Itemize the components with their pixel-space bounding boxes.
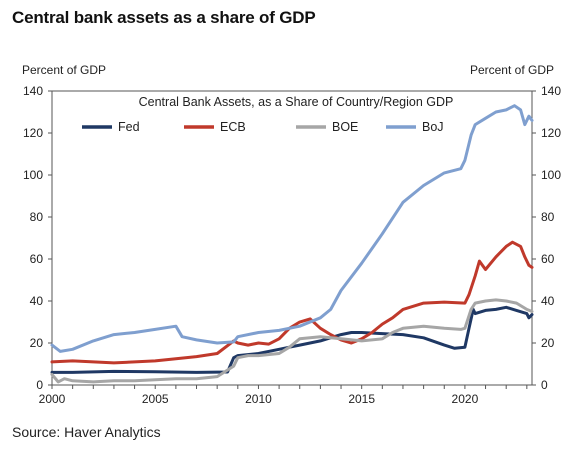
y-tick-label-right: 120 — [541, 126, 561, 140]
y-tick-label-left: 120 — [23, 126, 43, 140]
y-tick-label-left: 0 — [36, 378, 43, 392]
y-tick-label-right: 40 — [541, 294, 555, 308]
y-tick-label-left: 40 — [30, 294, 44, 308]
x-tick-label: 2010 — [245, 392, 272, 406]
legend-label-fed: Fed — [118, 120, 140, 134]
chart-inner-title: Central Bank Assets, as a Share of Count… — [139, 95, 454, 109]
plot-frame — [51, 90, 533, 386]
y-tick-label-left: 140 — [23, 84, 43, 98]
x-tick-label: 2015 — [348, 392, 375, 406]
y-tick-label-right: 140 — [541, 84, 561, 98]
page-title: Central bank assets as a share of GDP — [12, 8, 316, 27]
x-tick-label: 2020 — [452, 392, 479, 406]
legend-label-ecb: ECB — [220, 120, 246, 134]
x-tick-label: 2005 — [142, 392, 169, 406]
y-axis-unit-left: Percent of GDP — [22, 63, 107, 77]
y-tick-label-right: 20 — [541, 336, 555, 350]
x-tick-label: 2000 — [39, 392, 66, 406]
y-tick-label-right: 0 — [541, 378, 548, 392]
source-note: Source: Haver Analytics — [12, 424, 161, 440]
y-tick-label-left: 60 — [30, 252, 44, 266]
y-tick-label-left: 20 — [30, 336, 44, 350]
legend-label-boe: BOE — [332, 120, 358, 134]
y-tick-label-right: 60 — [541, 252, 555, 266]
y-tick-label-left: 80 — [30, 210, 44, 224]
y-tick-label-right: 100 — [541, 168, 561, 182]
y-axis-unit-right: Percent of GDP — [469, 63, 554, 77]
legend-label-boj: BoJ — [422, 120, 444, 134]
y-tick-label-right: 80 — [541, 210, 555, 224]
series-line-boe — [50, 298, 534, 384]
y-tick-label-left: 100 — [23, 168, 43, 182]
series-line-boj — [50, 104, 534, 353]
